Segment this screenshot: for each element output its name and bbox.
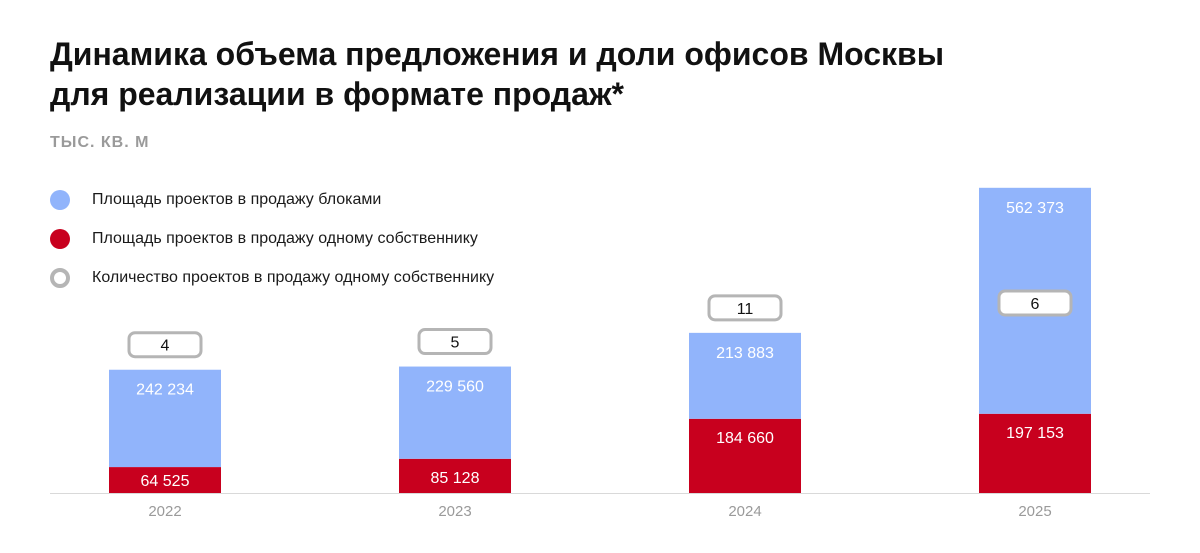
legend-item-project-count: Количество проектов в продажу одному соб… (50, 267, 494, 289)
project-count-label-2022: 4 (161, 338, 170, 355)
chart-title-line-2: для реализации в формате продаж* (50, 76, 624, 112)
x-tick-label-2022: 2022 (148, 503, 181, 520)
legend-item-blocks: Площадь проектов в продажу блоками (50, 189, 381, 211)
bar-single-owner-2024 (689, 418, 801, 493)
project-count-label-2023: 5 (451, 335, 460, 352)
data-label-blocks-2025: 562 373 (1006, 200, 1064, 217)
data-label-single-owner-2024: 184 660 (716, 430, 774, 447)
data-label-single-owner-2022: 64 525 (141, 473, 190, 490)
bar-blocks-2023 (399, 366, 511, 459)
legend-swatch-project-count (50, 268, 70, 288)
legend-item-single-owner: Площадь проектов в продажу одному собств… (50, 228, 478, 250)
project-count-label-2025: 6 (1031, 296, 1040, 313)
bar-blocks-2022 (109, 369, 221, 468)
data-label-single-owner-2023: 85 128 (431, 470, 480, 487)
bar-single-owner-2025 (979, 413, 1091, 493)
data-label-blocks-2023: 229 560 (426, 379, 484, 396)
project-count-badge-2022 (127, 331, 203, 359)
legend-swatch-single-owner (50, 229, 70, 249)
data-label-single-owner-2025: 197 153 (1006, 425, 1064, 442)
legend-label-single-owner: Площадь проектов в продажу одному собств… (92, 230, 478, 247)
project-count-badge-2024 (707, 294, 783, 322)
project-count-badge-2023 (417, 328, 493, 356)
unit-label: ТЫС. КВ. М (50, 134, 150, 151)
legend-swatch-blocks (50, 190, 70, 210)
x-tick-label-2023: 2023 (438, 503, 471, 520)
project-count-badge-2025 (997, 289, 1073, 317)
bar-single-owner-2022 (109, 467, 221, 493)
data-label-blocks-2024: 213 883 (716, 345, 774, 362)
project-count-label-2024: 11 (737, 301, 754, 318)
data-label-blocks-2022: 242 234 (136, 382, 194, 399)
bar-blocks-2024 (689, 332, 801, 419)
x-tick-label-2025: 2025 (1018, 503, 1051, 520)
chart-title-line-1: Динамика объема предложения и доли офисо… (50, 36, 945, 72)
chart-title: Динамика объема предложения и доли офисо… (50, 34, 1050, 114)
legend-label-project-count: Количество проектов в продажу одному соб… (92, 269, 495, 286)
x-tick-label-2024: 2024 (728, 503, 761, 520)
bar-single-owner-2023 (399, 458, 511, 493)
legend-label-blocks: Площадь проектов в продажу блоками (92, 191, 382, 208)
